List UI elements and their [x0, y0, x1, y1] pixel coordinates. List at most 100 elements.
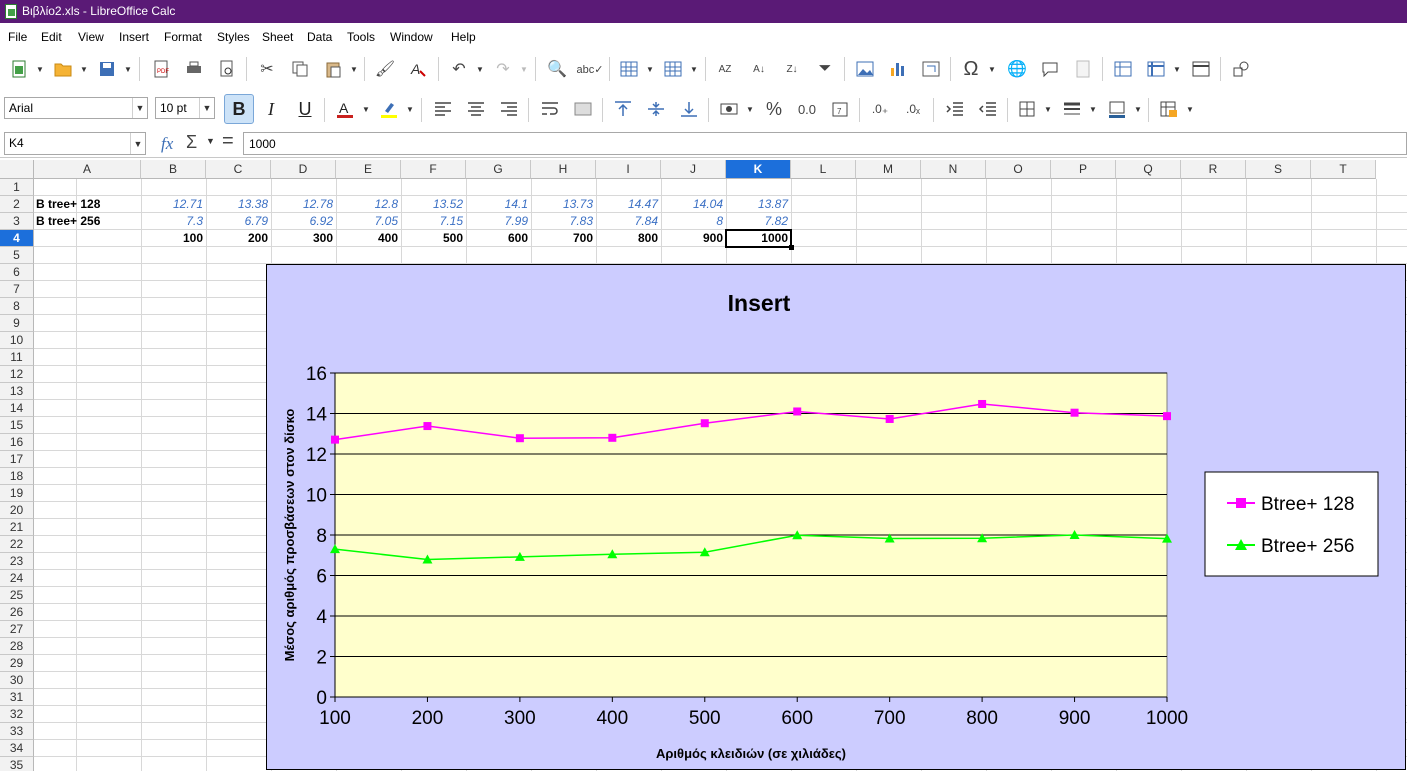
date-format-icon[interactable]: 7 [827, 96, 853, 122]
cell-b2[interactable]: 12.71 [172, 197, 203, 211]
row-header-11[interactable]: 11 [0, 349, 34, 366]
percent-format-icon[interactable]: % [765, 98, 782, 119]
menu-format[interactable]: Format [164, 30, 203, 44]
cell-i4[interactable]: 800 [637, 231, 658, 245]
formula-equals-icon[interactable]: = [222, 130, 234, 152]
cell-a2[interactable]: B tree+ 128 [36, 197, 101, 211]
cell-j4[interactable]: 900 [702, 231, 723, 245]
print-preview-icon[interactable] [214, 56, 240, 82]
column-header-g[interactable]: G [466, 160, 531, 179]
column-header-r[interactable]: R [1181, 160, 1246, 179]
cell-h4[interactable]: 700 [572, 231, 593, 245]
cell-e3[interactable]: 7.05 [374, 214, 398, 228]
row-header-12[interactable]: 12 [0, 366, 34, 383]
column-header-o[interactable]: O [986, 160, 1051, 179]
italic-icon[interactable]: I [268, 98, 274, 119]
sort-icon[interactable]: AZ [718, 63, 732, 75]
highlight-color-icon[interactable] [376, 96, 402, 122]
function-wizard-icon[interactable]: fx [161, 134, 174, 153]
align-left-icon[interactable] [430, 96, 456, 122]
menu-data[interactable]: Data [307, 30, 333, 44]
column-header-q[interactable]: Q [1116, 160, 1181, 179]
chevron-down-icon[interactable]: ▼ [1173, 64, 1181, 74]
row-header-14[interactable]: 14 [0, 400, 34, 417]
chevron-down-icon[interactable]: ▼ [1186, 104, 1194, 114]
row-header-17[interactable]: 17 [0, 451, 34, 468]
bold-icon[interactable]: B [224, 94, 254, 124]
chevron-down-icon[interactable]: ▼ [206, 136, 215, 146]
column-header-p[interactable]: P [1051, 160, 1116, 179]
chevron-down-icon[interactable]: ▼ [362, 104, 370, 114]
column-header-b[interactable]: B [141, 160, 206, 179]
insert-image-icon[interactable] [852, 56, 878, 82]
menu-insert[interactable]: Insert [119, 30, 150, 44]
row-header-8[interactable]: 8 [0, 298, 34, 315]
cell-k2[interactable]: 13.87 [757, 197, 788, 211]
row-header-26[interactable]: 26 [0, 604, 34, 621]
freeze-rows-columns-icon[interactable] [1143, 56, 1169, 82]
cell-g3[interactable]: 7.99 [504, 214, 528, 228]
select-all-corner[interactable] [0, 160, 34, 179]
cell-i3[interactable]: 7.84 [634, 214, 658, 228]
menu-styles[interactable]: Styles [217, 30, 250, 44]
cut-icon[interactable]: ✂ [260, 61, 274, 78]
cell-c2[interactable]: 13.38 [237, 197, 268, 211]
column-header-h[interactable]: H [531, 160, 596, 179]
define-print-area-icon[interactable] [1110, 56, 1136, 82]
column-header-l[interactable]: L [791, 160, 856, 179]
row-header-29[interactable]: 29 [0, 655, 34, 672]
clone-formatting-icon[interactable]: 🖌 [374, 61, 396, 78]
autofilter-icon[interactable]: ⏷ [818, 60, 832, 77]
chevron-down-icon[interactable]: ▼ [746, 104, 754, 114]
undo-icon[interactable]: ↶ [452, 61, 466, 78]
formula-input[interactable]: 1000 [243, 132, 1407, 155]
row-header-24[interactable]: 24 [0, 570, 34, 587]
hyperlink-icon[interactable]: 🌐 [1007, 61, 1027, 78]
chevron-down-icon[interactable]: ▼ [36, 64, 44, 74]
menu-view[interactable]: View [78, 30, 104, 44]
row-icon[interactable] [616, 56, 642, 82]
row-header-19[interactable]: 19 [0, 485, 34, 502]
row-header-22[interactable]: 22 [0, 536, 34, 553]
special-character-icon[interactable]: Ω [963, 57, 979, 80]
align-center-icon[interactable] [463, 96, 489, 122]
paste-icon[interactable] [320, 56, 346, 82]
pivot-table-icon[interactable] [918, 56, 944, 82]
chevron-down-icon[interactable]: ▼ [130, 133, 145, 154]
cell-h3[interactable]: 7.83 [569, 214, 593, 228]
column-icon[interactable] [660, 56, 686, 82]
column-header-t[interactable]: T [1311, 160, 1376, 179]
column-header-k[interactable]: K [726, 160, 791, 179]
column-header-c[interactable]: C [206, 160, 271, 179]
center-vertically-icon[interactable] [643, 96, 669, 122]
cell-c4[interactable]: 200 [247, 231, 268, 245]
cell-j2[interactable]: 14.04 [692, 197, 723, 211]
column-header-m[interactable]: M [856, 160, 921, 179]
chevron-down-icon[interactable]: ▼ [476, 64, 484, 74]
chevron-down-icon[interactable]: ▼ [199, 98, 214, 118]
conditional-format-icon[interactable] [1156, 96, 1182, 122]
row-header-3[interactable]: 3 [0, 213, 34, 230]
column-header-a[interactable]: A [34, 160, 141, 179]
font-name-combo[interactable]: Arial ▼ [4, 97, 148, 119]
chevron-down-icon[interactable]: ▼ [406, 104, 414, 114]
chevron-down-icon[interactable]: ▼ [1134, 104, 1142, 114]
wrap-text-icon[interactable] [537, 96, 563, 122]
row-header-28[interactable]: 28 [0, 638, 34, 655]
cell-g4[interactable]: 600 [507, 231, 528, 245]
cell-k4[interactable]: 1000 [761, 231, 788, 245]
merge-cells-icon[interactable] [570, 96, 596, 122]
chevron-down-icon[interactable]: ▼ [350, 64, 358, 74]
row-header-2[interactable]: 2 [0, 196, 34, 213]
row-header-1[interactable]: 1 [0, 179, 34, 196]
delete-decimal-place-icon[interactable]: .0ₓ [906, 102, 920, 116]
border-style-icon[interactable] [1059, 96, 1085, 122]
chart-object[interactable]: Insert 0 2 4 6 8 10 12 14 16 100 200 300 400 500 600 700… [266, 264, 1406, 770]
cell-i2[interactable]: 14.47 [627, 197, 658, 211]
row-header-13[interactable]: 13 [0, 383, 34, 400]
column-header-f[interactable]: F [401, 160, 466, 179]
row-header-10[interactable]: 10 [0, 332, 34, 349]
cell-d4[interactable]: 300 [312, 231, 333, 245]
show-draw-functions-icon[interactable] [1228, 56, 1254, 82]
menu-tools[interactable]: Tools [347, 30, 376, 44]
